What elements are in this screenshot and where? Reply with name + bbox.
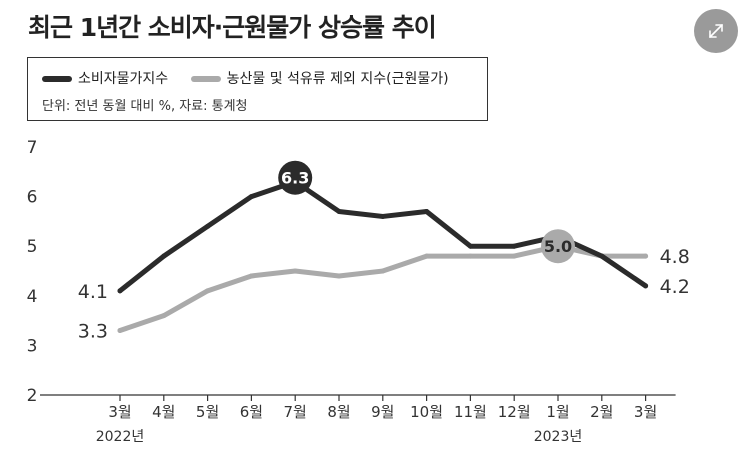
data-label: 4.2	[660, 276, 690, 298]
y-tick-label: 7	[27, 138, 38, 158]
data-point-s1	[380, 268, 386, 274]
data-label: 4.1	[78, 281, 108, 303]
x-tick-label: 4월	[152, 403, 175, 421]
data-point-s1	[161, 313, 167, 319]
expand-icon	[709, 24, 723, 38]
data-point-s0	[380, 213, 386, 219]
x-tick-label: 6월	[240, 403, 263, 421]
x-tick-label: 3월	[634, 403, 657, 421]
data-point-s1	[424, 253, 430, 259]
data-point-s0	[117, 288, 123, 294]
data-point-s1	[336, 273, 342, 279]
expand-button[interactable]	[694, 9, 738, 53]
data-label: 5.0	[544, 237, 572, 256]
data-point-s0	[424, 208, 430, 214]
data-label: 3.3	[78, 321, 108, 343]
x-tick-label: 10월	[410, 403, 443, 421]
x-tick-label: 7월	[284, 403, 307, 421]
data-point-s1	[205, 288, 211, 294]
legend-item-cpi: 소비자물가지수	[42, 68, 168, 88]
x-tick-label: 3월	[108, 403, 131, 421]
x-tick-label: 11월	[454, 403, 487, 421]
data-point-s1	[511, 253, 517, 259]
year-label: 2022년	[96, 429, 145, 445]
data-point-s0	[336, 208, 342, 214]
data-point-s0	[599, 253, 605, 259]
data-point-s1	[248, 273, 254, 279]
data-point-s1	[467, 253, 473, 259]
y-tick-label: 2	[27, 386, 38, 406]
year-label: 2023년	[534, 429, 583, 445]
y-tick-label: 6	[27, 188, 38, 208]
chart-title: 최근 1년간 소비자·근원물가 상승률 추이	[28, 13, 437, 42]
x-tick-label: 1월	[546, 403, 569, 421]
data-point-s0	[643, 283, 649, 289]
x-tick-label: 8월	[327, 403, 350, 421]
legend-label-cpi: 소비자물가지수	[78, 71, 169, 87]
y-tick-label: 3	[27, 336, 38, 356]
data-point-s0	[161, 253, 167, 259]
data-point-s1	[292, 268, 298, 274]
legend-swatch-core	[190, 76, 221, 82]
x-tick-label: 9월	[371, 403, 394, 421]
legend-swatch-cpi	[42, 76, 72, 82]
x-tick-label: 12월	[498, 403, 531, 421]
x-tick-label: 5월	[196, 403, 219, 421]
data-label-bubble	[278, 160, 313, 195]
data-point-s1	[117, 328, 123, 334]
legend-label-core: 농산물 및 석유류 제외 지수(근원물가)	[226, 71, 449, 87]
legend-item-core: 농산물 및 석유류 제외 지수(근원물가)	[190, 68, 449, 88]
data-label-bubble	[541, 229, 575, 264]
data-point-s0	[248, 194, 254, 200]
data-point-s0	[467, 243, 473, 249]
data-label: 6.3	[281, 169, 309, 188]
data-point-s0	[205, 223, 211, 229]
data-label: 4.8	[660, 246, 690, 268]
y-tick-label: 4	[27, 287, 38, 307]
unit-note: 단위: 전년 동월 대비 %, 자료: 통계청	[42, 99, 248, 114]
data-point-s0	[511, 243, 517, 249]
legend: 소비자물가지수 농산물 및 석유류 제외 지수(근원물가) 단위: 전년 동월 …	[27, 57, 488, 121]
data-point-s1	[643, 253, 649, 259]
y-tick-label: 5	[27, 237, 38, 257]
x-tick-label: 2월	[590, 403, 613, 421]
